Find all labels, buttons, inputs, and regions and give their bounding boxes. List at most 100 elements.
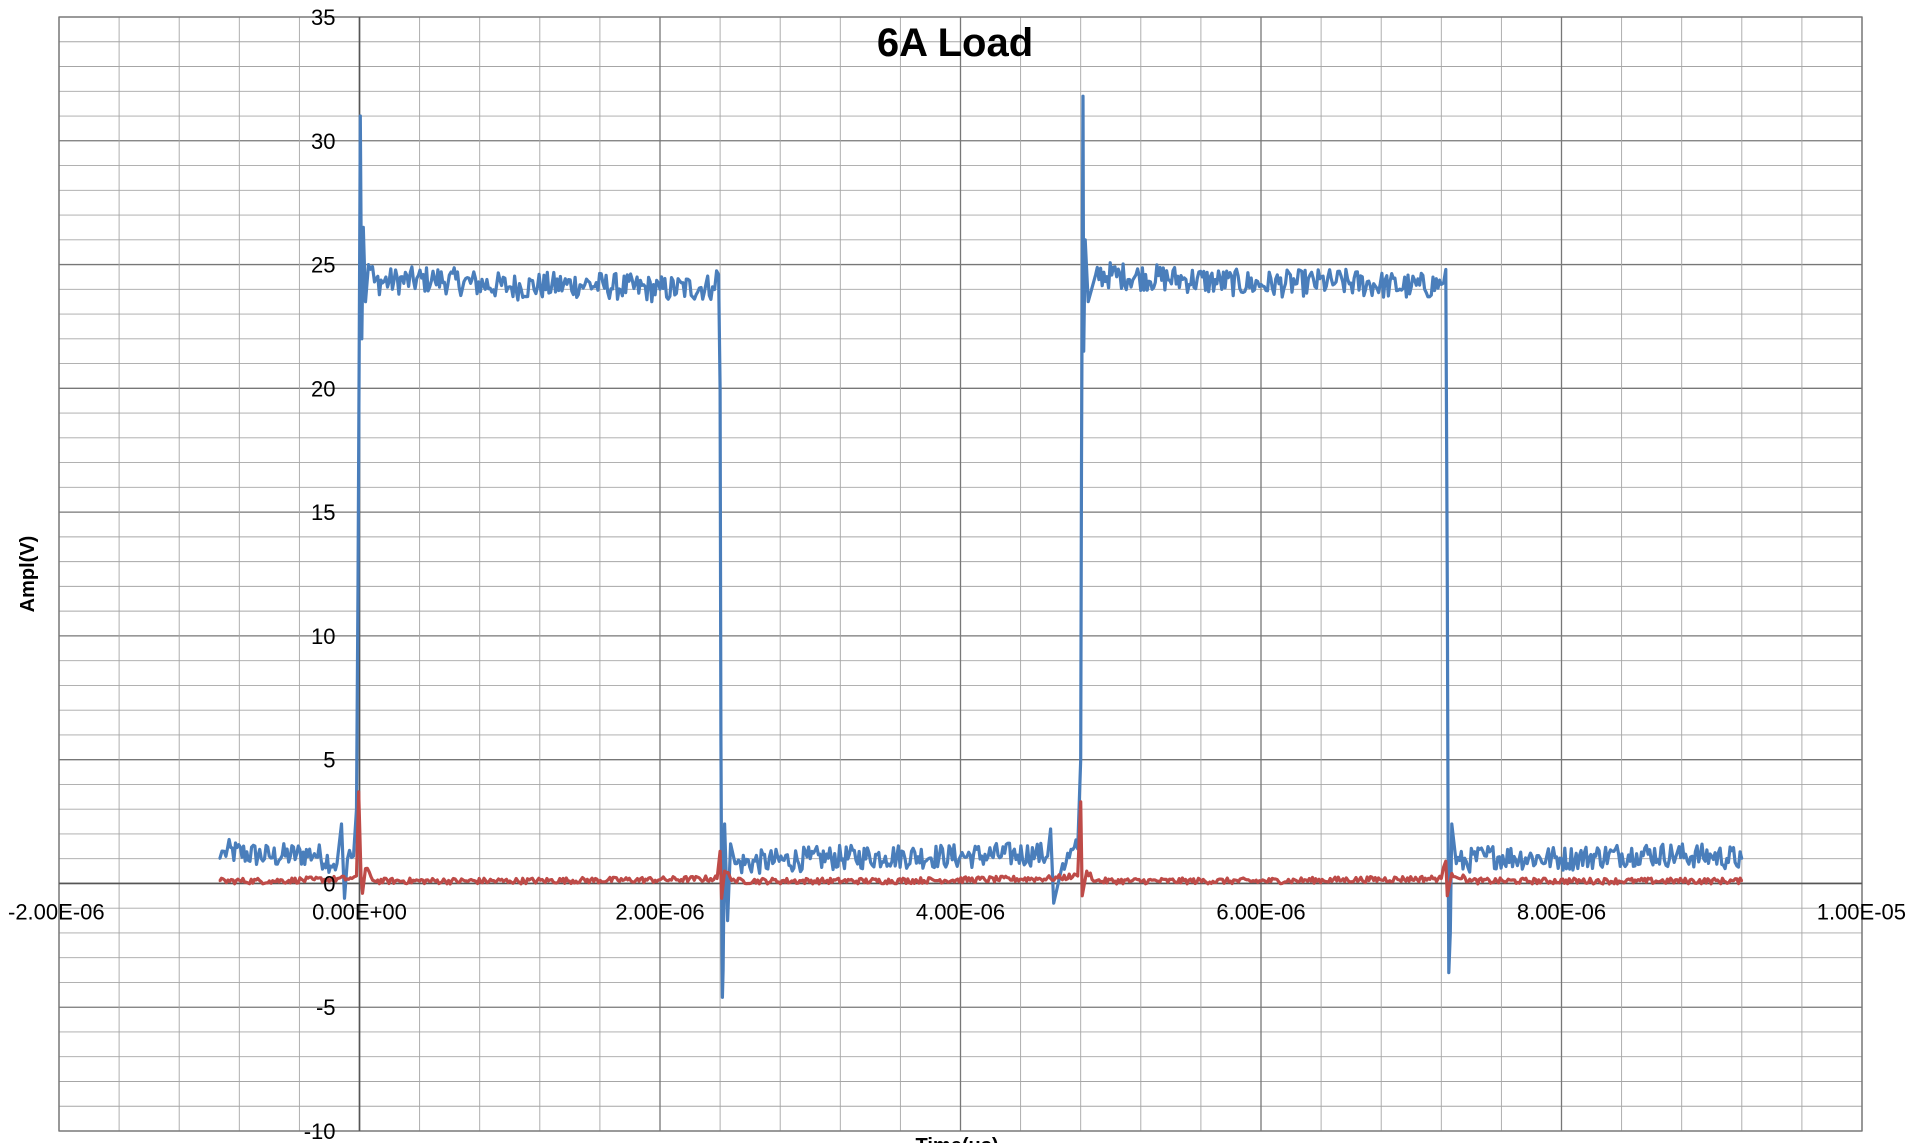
series-1-point xyxy=(1710,855,1714,858)
series-1-point xyxy=(1449,931,1452,935)
series-2-point xyxy=(720,897,723,900)
series-1-point xyxy=(1081,95,1085,98)
x-tick-label: 4.00E-06 xyxy=(916,899,1005,924)
series-1-point xyxy=(343,897,346,900)
series-1-point xyxy=(1080,461,1083,464)
tick-labels: -10 -5 0 5 10 15 20 25 30 35 -2.00E-06 0.00E+00 2.00… xyxy=(8,5,1906,1144)
series-2-point xyxy=(350,877,354,880)
series-1-point xyxy=(223,850,226,853)
y-tick-label: 25 xyxy=(311,253,335,278)
series-2-point xyxy=(357,790,360,793)
x-axis-title: Time(us) xyxy=(916,1135,999,1143)
series-2-point xyxy=(1076,874,1079,878)
series-1-point xyxy=(1446,832,1450,836)
series-1-point xyxy=(1485,855,1488,858)
series-1-point xyxy=(364,300,367,303)
series-1-point xyxy=(359,114,362,118)
series-2-point xyxy=(361,892,364,895)
series-2-point xyxy=(1470,879,1473,883)
series-2-point xyxy=(718,850,722,853)
series-2-point xyxy=(1081,894,1084,897)
series-2-point xyxy=(715,877,719,880)
series-1-point xyxy=(268,855,271,858)
series-1-point xyxy=(508,285,511,288)
chart-title: 6A Load xyxy=(877,21,1033,65)
series-1-point xyxy=(717,273,720,276)
series-2-point xyxy=(884,879,887,883)
series-1-point xyxy=(1094,273,1097,276)
y-tick-label: 30 xyxy=(311,129,335,154)
series-1-point xyxy=(1084,238,1087,241)
series-1-point xyxy=(723,822,726,826)
series-1-point xyxy=(1046,855,1049,858)
series-1-point xyxy=(1049,827,1052,831)
series-2-point xyxy=(364,867,367,870)
series-1-point xyxy=(1635,852,1638,855)
y-tick-label: 15 xyxy=(311,500,335,525)
y-axis-title: Ampl(V) xyxy=(17,536,39,613)
series-1-point xyxy=(1560,857,1563,860)
series-1-point xyxy=(340,822,343,826)
plot-frame xyxy=(58,16,1863,1132)
series-1-point xyxy=(1082,350,1085,353)
series-1-point xyxy=(1034,852,1037,855)
series-1-point xyxy=(733,862,737,865)
series-1-point xyxy=(1087,300,1090,303)
series-1-point xyxy=(313,852,316,855)
series-2-point xyxy=(1446,894,1449,897)
series-2-point xyxy=(658,878,662,881)
series-1-point xyxy=(352,855,355,858)
series-1-point xyxy=(711,285,714,288)
series-1-point xyxy=(718,387,722,390)
series-1-point xyxy=(1079,758,1082,761)
series-2-point xyxy=(1450,872,1454,875)
series-2-point xyxy=(373,879,376,883)
series-1-point xyxy=(373,280,376,284)
series-2-point xyxy=(313,878,316,881)
series-1-point xyxy=(335,862,339,865)
series-1-point xyxy=(346,857,349,860)
series-2-point xyxy=(1444,860,1448,863)
series-1-point xyxy=(959,855,962,858)
series-1-point xyxy=(1081,288,1084,291)
y-tick-label: 35 xyxy=(311,5,335,30)
series-1-point xyxy=(721,968,725,972)
y-tick-label: 5 xyxy=(323,748,335,773)
series-2-point xyxy=(1079,800,1082,803)
series-1-point xyxy=(729,842,732,845)
y-tick-label: 0 xyxy=(323,871,335,896)
x-tick-label: 1.00E-05 xyxy=(1817,899,1906,924)
series-1-line xyxy=(218,94,1744,999)
series-2-point xyxy=(359,874,363,878)
x-tick-label: 8.00E-06 xyxy=(1517,899,1606,924)
series-2-point xyxy=(733,879,737,883)
series-1-point xyxy=(362,226,365,229)
series-1-point xyxy=(1259,283,1263,286)
series-2-point xyxy=(1085,869,1088,873)
series-1-point xyxy=(726,919,729,922)
series-1-point xyxy=(1440,283,1443,286)
series-layer xyxy=(218,94,1744,999)
y-tick-label: 10 xyxy=(311,624,335,649)
series-1-point xyxy=(721,996,724,999)
series-2-line xyxy=(218,790,1744,900)
series-2-point xyxy=(268,879,271,883)
series-1-point xyxy=(358,288,361,291)
series-2-point xyxy=(1635,879,1638,883)
series-1-point xyxy=(433,278,436,281)
series-1-point xyxy=(1410,285,1413,288)
series-1-point xyxy=(1455,862,1458,865)
y-tick-label: -5 xyxy=(316,995,336,1020)
series-1-point xyxy=(583,283,587,286)
series-2-point xyxy=(355,874,358,878)
series-1-point xyxy=(367,263,370,266)
series-1-point xyxy=(1052,902,1055,905)
series-2-point xyxy=(1440,877,1443,880)
series-2-point xyxy=(1259,879,1263,883)
series-1-point xyxy=(658,288,662,291)
series-1-point xyxy=(719,733,723,737)
series-1-point xyxy=(1184,278,1188,281)
